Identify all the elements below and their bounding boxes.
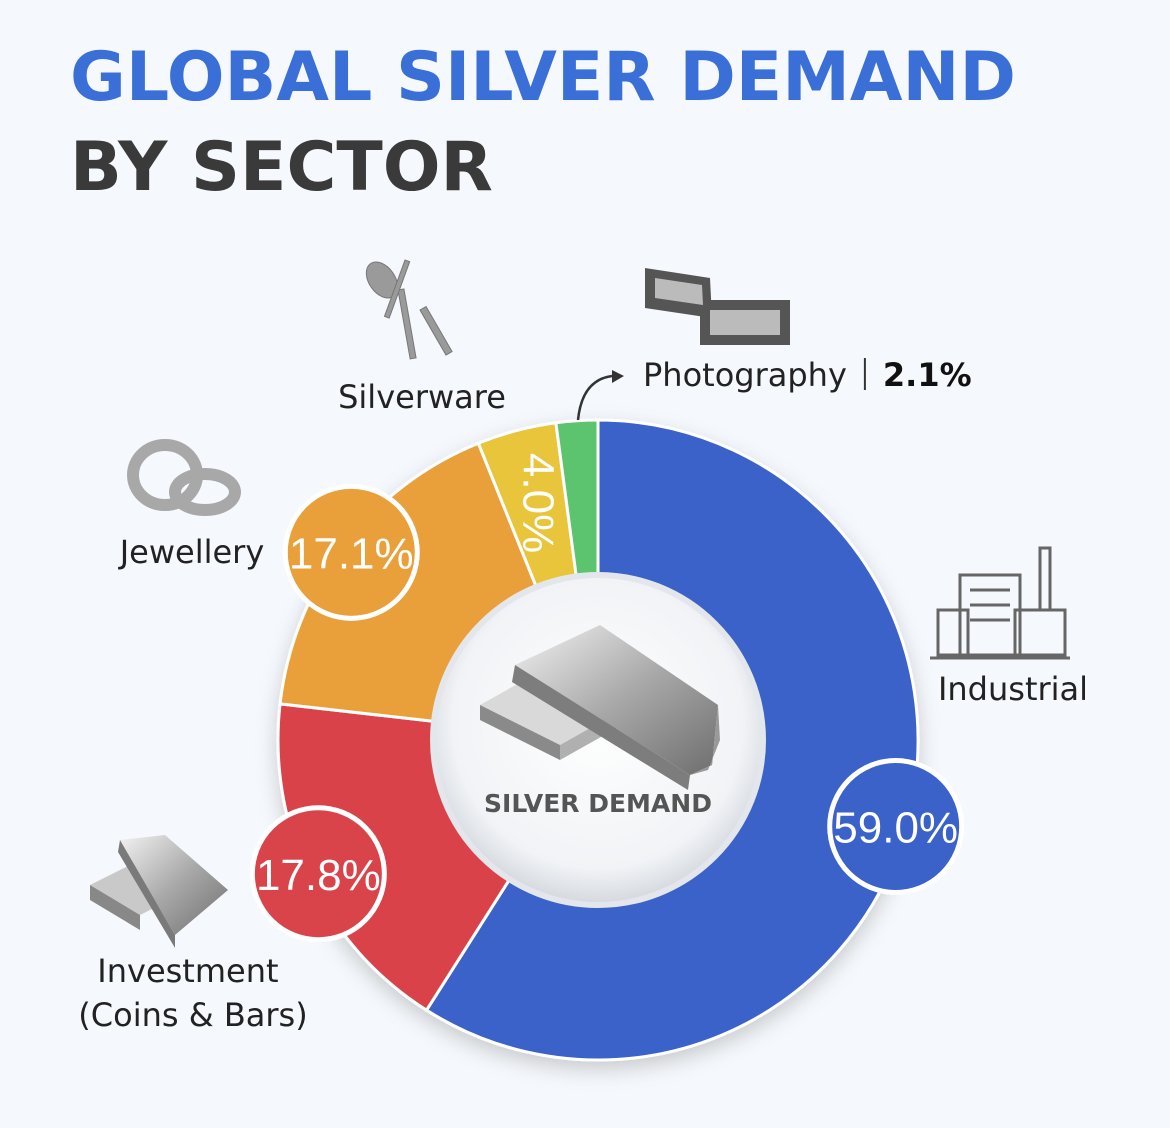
photo-arrow xyxy=(576,374,613,421)
center-label: SILVER DEMAND xyxy=(484,789,712,818)
photo-arrowhead xyxy=(612,370,624,383)
factory-icon xyxy=(930,546,1070,660)
value-label: 59.0% xyxy=(833,803,958,852)
value-label: 17.1% xyxy=(289,529,414,578)
value-label: 4.0% xyxy=(514,453,563,553)
rings-icon xyxy=(127,439,241,516)
center-disk xyxy=(430,572,766,908)
value-bubble xyxy=(249,805,387,943)
value-label: 17.8% xyxy=(256,851,381,900)
silver-bars-icon xyxy=(480,625,720,790)
value-bubble xyxy=(827,757,965,895)
value-label: 2.1% xyxy=(883,356,972,394)
bullion-icon xyxy=(90,835,228,948)
chart-subtitle: BY SECTOR xyxy=(70,128,493,207)
category-label: Photography xyxy=(643,356,847,394)
silverware-icon xyxy=(365,259,453,360)
category-label: Silverware xyxy=(338,378,506,416)
film-icon xyxy=(645,268,790,345)
category-label: Jewellery xyxy=(118,533,265,571)
chart-title: GLOBAL SILVER DEMAND xyxy=(70,38,1016,117)
category-label: Industrial xyxy=(938,670,1088,708)
category-label: Investment (Coins & Bars) xyxy=(78,952,307,1034)
value-bubble xyxy=(282,483,420,621)
